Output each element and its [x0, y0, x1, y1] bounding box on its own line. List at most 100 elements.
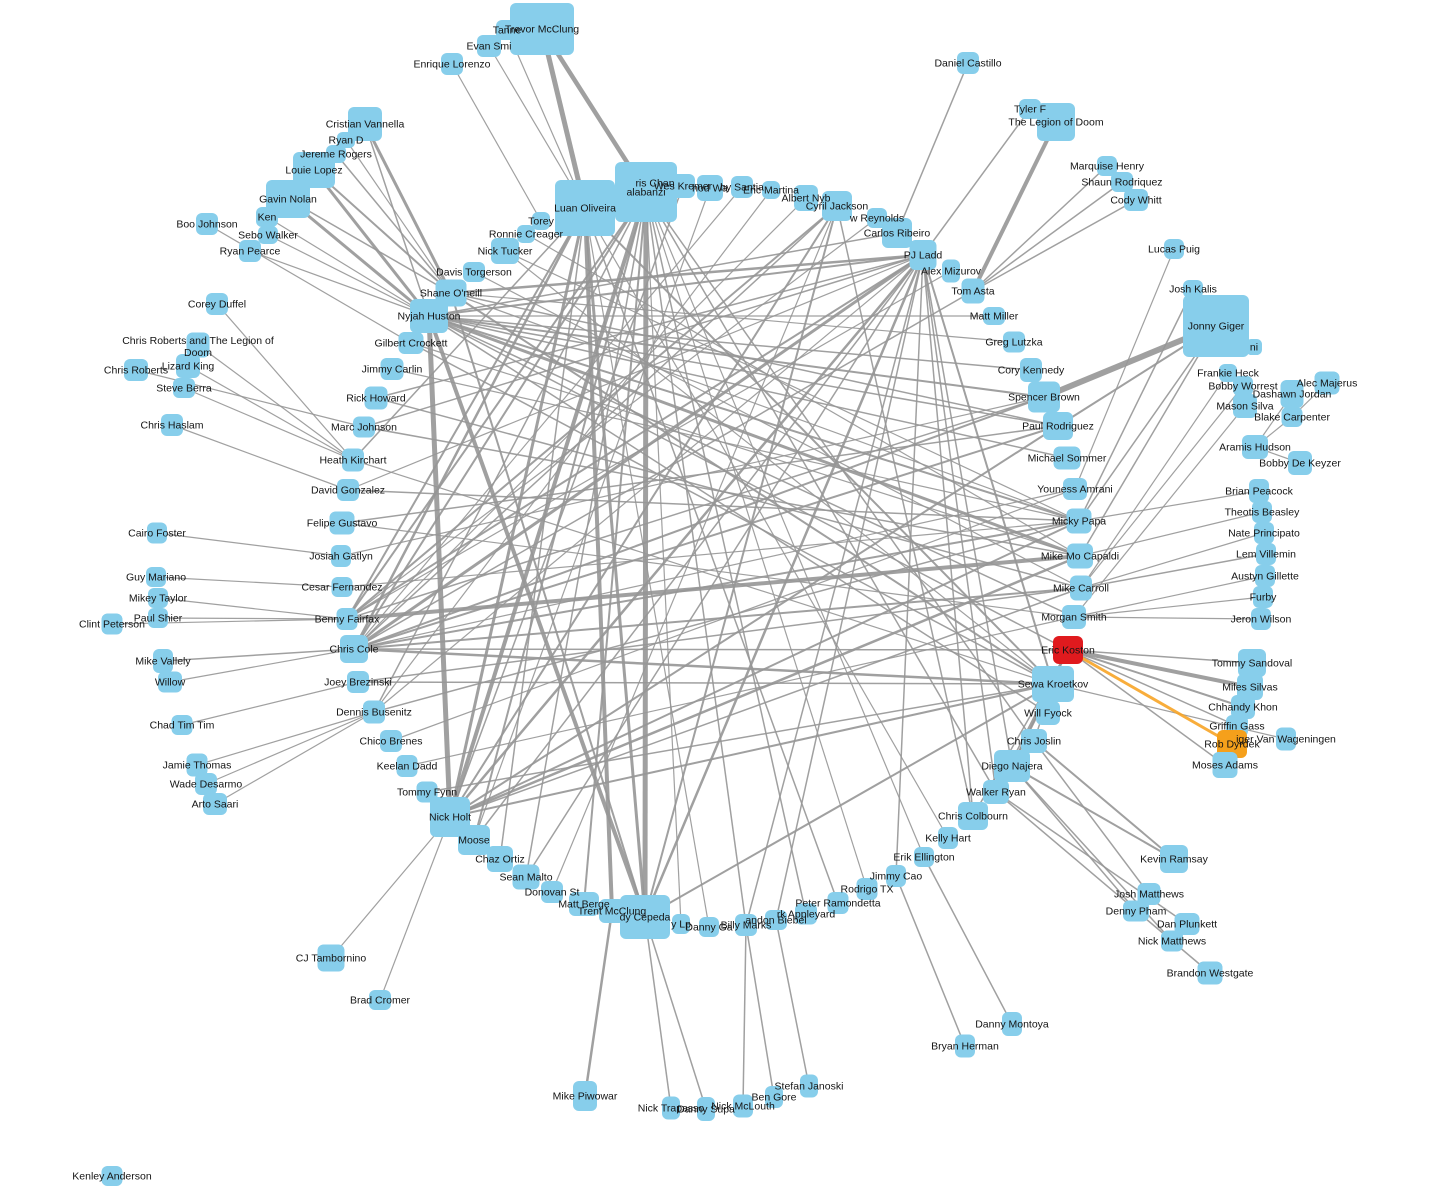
node-bobby-worrest[interactable] — [1233, 376, 1253, 396]
node-y-lp[interactable] — [672, 914, 690, 934]
node-mike-vallely[interactable] — [153, 649, 173, 673]
node-erik-ellington[interactable] — [914, 847, 934, 867]
node-lem-villemin[interactable] — [1256, 543, 1276, 565]
node-chris-cole[interactable] — [340, 635, 368, 663]
node-chico-brenes[interactable] — [380, 730, 402, 752]
node-kelly-hart[interactable] — [938, 827, 958, 849]
node-sewa-kroetkov[interactable] — [1032, 666, 1074, 702]
node-arto-saari[interactable] — [203, 793, 227, 815]
node-w-reynolds[interactable] — [867, 208, 887, 228]
node-kenley-anderson[interactable] — [101, 1166, 123, 1186]
node-chaz-ortiz[interactable] — [487, 846, 513, 872]
node-brian-peacock[interactable] — [1249, 479, 1269, 503]
node-sebo-walker[interactable] — [258, 226, 278, 244]
node-carlos-ribeiro[interactable] — [882, 218, 912, 248]
node-albert-nyb[interactable] — [794, 185, 818, 211]
node-nate-principato[interactable] — [1254, 522, 1274, 544]
node-aramis-hudson[interactable] — [1242, 435, 1268, 459]
node-moose[interactable] — [458, 825, 490, 855]
node-andon-biebel[interactable] — [765, 910, 787, 930]
node-dashawn-jordan[interactable] — [1280, 380, 1304, 408]
node-blake-carpenter[interactable] — [1281, 407, 1303, 427]
node-daniel-castillo[interactable] — [957, 52, 979, 74]
node-rick-howard[interactable] — [364, 386, 388, 410]
node-matt-miller[interactable] — [983, 307, 1005, 325]
node-michael-sommer[interactable] — [1053, 446, 1081, 470]
node-frankie-heck[interactable] — [1219, 364, 1237, 382]
node-marc-johnson[interactable] — [353, 416, 375, 438]
node-paul-shier[interactable] — [148, 608, 168, 628]
node-brandon-westgate[interactable] — [1197, 961, 1223, 985]
node-chris-roberts-and-the-legion-of-doom[interactable] — [186, 332, 210, 358]
node-tommy-sandoval[interactable] — [1238, 649, 1266, 677]
node-spencer-brown[interactable] — [1028, 381, 1060, 413]
node-jamie-thomas[interactable] — [186, 753, 208, 777]
node-tommy-fynn[interactable] — [416, 781, 438, 803]
node-peter-ramondetta[interactable] — [827, 892, 849, 914]
node-chris-haslam[interactable] — [161, 414, 183, 436]
node-gavin-nolan[interactable] — [266, 180, 310, 218]
node-dennis-busenitz[interactable] — [363, 700, 385, 724]
node-josh-matthews[interactable] — [1137, 883, 1161, 905]
node-chad-tim-tim[interactable] — [171, 715, 193, 735]
node-trent-mcclung[interactable] — [599, 899, 625, 923]
node-ni[interactable] — [1246, 339, 1262, 355]
node-trevor-mcclung[interactable] — [510, 3, 574, 55]
node-the-legion-of-doom[interactable] — [1037, 103, 1075, 141]
node-morgan-smith[interactable] — [1062, 605, 1086, 629]
node-clint-peterson[interactable] — [101, 613, 123, 635]
node-moses-adams[interactable] — [1212, 752, 1238, 778]
node-luan-oliveira[interactable] — [555, 180, 615, 236]
node-diego-najera[interactable] — [994, 750, 1030, 782]
node-greg-lutzka[interactable] — [1003, 331, 1025, 353]
node-cesar-fernandez[interactable] — [331, 577, 353, 597]
node-josh-kalis[interactable] — [1183, 280, 1203, 298]
node-dan-plunkett[interactable] — [1174, 913, 1200, 935]
node-miles-silvas[interactable] — [1237, 674, 1263, 700]
node-chhandy-khon[interactable] — [1231, 695, 1255, 719]
node-chris-colbourn[interactable] — [958, 802, 988, 830]
node-mike-carroll[interactable] — [1070, 575, 1092, 601]
node-cj-tambornino[interactable] — [317, 944, 345, 972]
node-louie-lopez[interactable] — [293, 152, 335, 188]
node-ben-gore[interactable] — [765, 1086, 783, 1108]
node-danny-ga[interactable] — [699, 917, 719, 937]
node-rk-appleyard[interactable] — [795, 903, 817, 925]
node-stefan-janoski[interactable] — [800, 1074, 818, 1098]
node-heath-kirchart[interactable] — [342, 448, 364, 472]
node-denny-pham[interactable] — [1123, 900, 1149, 922]
node-kevin-ramsay[interactable] — [1160, 845, 1188, 873]
node-alabanzi[interactable] — [615, 162, 677, 222]
node-keelan-dadd[interactable] — [396, 755, 418, 777]
node-micky-papa[interactable] — [1066, 508, 1092, 534]
node-rodrigo-tx[interactable] — [856, 878, 878, 900]
node-donovan-st[interactable] — [541, 881, 563, 903]
node-shaun-rodriquez[interactable] — [1111, 172, 1133, 192]
node-nick-mclouth[interactable] — [733, 1094, 753, 1118]
node-nick-matthews[interactable] — [1161, 930, 1183, 952]
node-danny-supa[interactable] — [697, 1097, 715, 1121]
node-willow[interactable] — [158, 671, 182, 693]
node-brad-cromer[interactable] — [369, 990, 391, 1010]
node-rob-dyrdek[interactable] — [1217, 730, 1247, 758]
node-ronnie-creager[interactable] — [517, 225, 535, 243]
node-wade-desarmo[interactable] — [195, 773, 217, 795]
node-matt-berge[interactable] — [569, 892, 599, 916]
node-steve-berra[interactable] — [173, 378, 195, 398]
node-guy-mariano[interactable] — [146, 567, 166, 587]
node-tom-asta[interactable] — [961, 278, 985, 304]
node-boo-johnson[interactable] — [196, 213, 218, 235]
node-nyjah-huston[interactable] — [410, 299, 448, 333]
node-alex-mizurov[interactable] — [942, 259, 960, 283]
node-cristian-vannella[interactable] — [348, 107, 382, 141]
node-jimmy-carlin[interactable] — [380, 358, 404, 380]
node-enrique-lorenzo[interactable] — [441, 53, 463, 75]
node-mike-piwowar[interactable] — [573, 1081, 597, 1111]
node-furby[interactable] — [1253, 586, 1273, 608]
node-paul-rodriguez[interactable] — [1043, 412, 1073, 440]
node-theotis-beasley[interactable] — [1252, 501, 1272, 523]
node-cody-whitt[interactable] — [1124, 189, 1148, 211]
node-iger-van-wageningen[interactable] — [1276, 727, 1296, 751]
node-lizard-king[interactable] — [176, 354, 200, 378]
node-danny-montoya[interactable] — [1002, 1012, 1022, 1036]
